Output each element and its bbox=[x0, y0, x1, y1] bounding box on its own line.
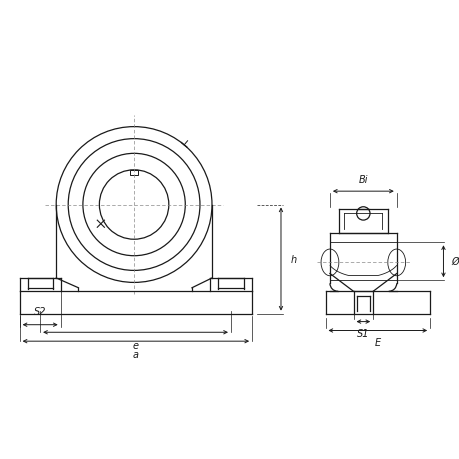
Text: e: e bbox=[132, 341, 138, 351]
Text: Ø: Ø bbox=[450, 257, 458, 267]
Text: h: h bbox=[290, 254, 296, 264]
Text: Bi: Bi bbox=[358, 175, 367, 185]
Text: a: a bbox=[133, 349, 139, 359]
Text: S1: S1 bbox=[356, 328, 369, 338]
Text: E: E bbox=[374, 337, 380, 347]
Bar bbox=[130, 170, 138, 176]
Text: S2: S2 bbox=[34, 306, 46, 316]
